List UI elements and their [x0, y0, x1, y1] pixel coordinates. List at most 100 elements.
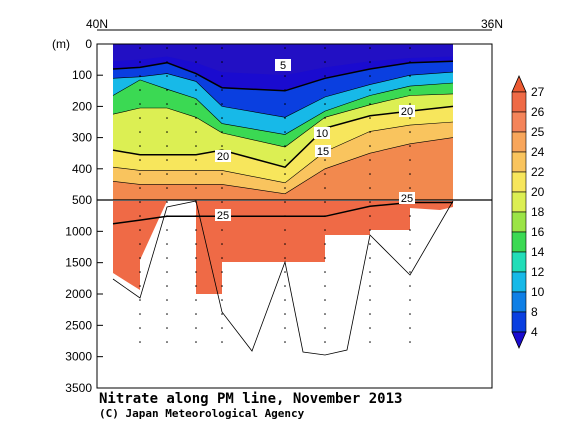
colorbar-tick-label: 16: [531, 225, 545, 239]
sample-point: [166, 117, 168, 119]
sample-point: [324, 187, 326, 189]
colorbar-tick-label: 26: [531, 105, 545, 119]
contour-25: [112, 201, 453, 225]
sample-point: [324, 47, 326, 49]
sample-point: [166, 89, 168, 91]
sample-point: [139, 201, 141, 203]
sample-point: [409, 215, 411, 217]
y-tick-label: 3000: [65, 350, 92, 364]
sample-point: [139, 145, 141, 147]
sample-point: [409, 327, 411, 329]
sample-point: [369, 229, 371, 231]
sample-point: [195, 89, 197, 91]
sample-point: [166, 75, 168, 77]
sample-point: [166, 243, 168, 245]
sample-point: [409, 61, 411, 63]
y-tick-label: 100: [72, 68, 92, 82]
colorbar-tick-label: 14: [531, 245, 545, 259]
contour-label: 25: [217, 210, 229, 222]
sample-point: [369, 299, 371, 301]
sample-point: [139, 117, 141, 119]
sample-point: [166, 215, 168, 217]
sample-point: [195, 131, 197, 133]
sample-point: [221, 61, 223, 63]
y-unit-label: (m): [52, 37, 70, 51]
contour-label: 25: [401, 193, 413, 205]
colorbar-segment: [511, 111, 527, 133]
chart-credit: (C) Japan Meteorological Agency: [99, 407, 305, 420]
colorbar-segment: [511, 291, 527, 313]
contour-label-bg: [275, 59, 291, 71]
colorbar-segment: [511, 271, 527, 293]
sample-point: [139, 341, 141, 343]
y-tick-label: 2000: [65, 287, 92, 301]
colorbar-tick-label: 10: [531, 285, 545, 299]
colorbar-tick-label: 20: [531, 185, 545, 199]
sample-point: [324, 243, 326, 245]
colorbar-segment: [511, 311, 527, 333]
sample-point: [324, 341, 326, 343]
sample-point: [284, 47, 286, 49]
sample-point: [195, 327, 197, 329]
sample-point: [409, 131, 411, 133]
sample-point: [221, 299, 223, 301]
sample-point: [139, 173, 141, 175]
y-tick-label: 2500: [65, 318, 92, 332]
x-left-label: 40N: [86, 17, 108, 31]
sample-point: [221, 117, 223, 119]
colorbar-segment: [511, 231, 527, 253]
sample-point: [195, 229, 197, 231]
sample-point: [409, 299, 411, 301]
sample-point: [166, 313, 168, 315]
contour-label: 15: [317, 146, 329, 158]
colorbar-tick-label: 12: [531, 265, 545, 279]
sample-point: [166, 47, 168, 49]
sample-point: [195, 285, 197, 287]
sample-point: [166, 131, 168, 133]
sample-point: [195, 47, 197, 49]
sample-point: [221, 187, 223, 189]
contour-16: [112, 93, 454, 148]
sample-point: [369, 159, 371, 161]
sample-point: [139, 47, 141, 49]
sample-point: [369, 243, 371, 245]
sample-point: [284, 159, 286, 161]
sample-point: [221, 75, 223, 77]
contour-24: [112, 137, 454, 195]
sample-point: [369, 47, 371, 49]
contour-label: 20: [401, 106, 413, 118]
colorbar-top-arrow: [511, 75, 527, 93]
sample-point: [369, 201, 371, 203]
sample-point: [221, 145, 223, 147]
sample-point: [369, 103, 371, 105]
colorbar: 27 26 25 24 22 20 18 16 14 12 10 8 4: [511, 75, 545, 349]
sample-point: [139, 131, 141, 133]
contour-5: [112, 60, 454, 92]
sample-point: [139, 327, 141, 329]
sample-point: [166, 201, 168, 203]
sample-point: [284, 75, 286, 77]
sample-point: [324, 313, 326, 315]
sample-point: [324, 327, 326, 329]
sample-point: [284, 285, 286, 287]
contour-label: 5: [280, 60, 286, 72]
sample-point: [369, 341, 371, 343]
y-tick-label: 0: [85, 37, 92, 51]
x-right-label: 36N: [481, 17, 503, 31]
sample-point: [139, 75, 141, 77]
sample-point: [221, 47, 223, 49]
sample-point: [139, 243, 141, 245]
sample-point: [369, 75, 371, 77]
sample-point: [166, 61, 168, 63]
sample-point: [409, 229, 411, 231]
sample-point: [409, 145, 411, 147]
sample-point: [409, 75, 411, 77]
sample-point: [139, 313, 141, 315]
sample-point: [284, 229, 286, 231]
sample-point: [139, 271, 141, 273]
sample-point: [324, 61, 326, 63]
sample-point: [284, 131, 286, 133]
sample-point: [409, 103, 411, 105]
y-tick-label: 300: [72, 131, 92, 145]
